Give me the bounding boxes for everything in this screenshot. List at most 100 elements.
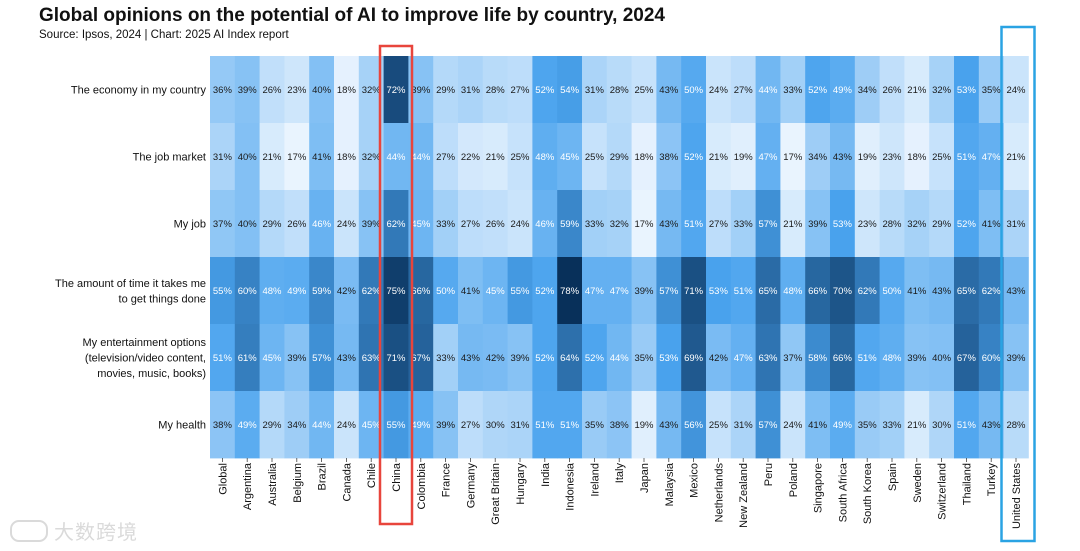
- heatmap-cell: [334, 123, 360, 191]
- heatmap-cell: [730, 56, 756, 124]
- cell-value-label: 19%: [734, 152, 754, 163]
- column-label: Chile: [366, 463, 378, 488]
- cell-value-label: 39%: [1006, 353, 1026, 364]
- cell-value-label: 28%: [882, 219, 902, 230]
- cell-value-label: 66%: [833, 353, 853, 364]
- cell-value-label: 27%: [461, 219, 481, 230]
- heatmap-cell: [582, 190, 608, 258]
- cell-value-label: 52%: [535, 286, 555, 297]
- cell-value-label: 40%: [238, 152, 258, 163]
- column-label: Netherlands: [713, 463, 725, 523]
- cell-value-label: 62%: [362, 286, 382, 297]
- heatmap-cell: [929, 190, 955, 258]
- cell-value-label: 43%: [337, 353, 357, 364]
- heatmap-cell: [830, 257, 856, 325]
- cell-value-label: 33%: [585, 219, 605, 230]
- row-label: My health: [158, 420, 206, 432]
- heatmap-cell: [433, 123, 459, 191]
- column-label: New Zealand: [738, 463, 750, 528]
- heatmap-cell: [383, 123, 409, 191]
- cell-value-label: 23%: [858, 219, 878, 230]
- heatmap-cell: [1003, 257, 1029, 325]
- cell-value-label: 35%: [585, 420, 605, 431]
- cell-value-label: 44%: [312, 420, 332, 431]
- cell-value-label: 60%: [238, 286, 258, 297]
- watermark: 大数跨境: [10, 516, 138, 545]
- cell-value-label: 36%: [213, 85, 233, 96]
- cell-value-label: 46%: [312, 219, 332, 230]
- cell-value-label: 43%: [932, 286, 952, 297]
- cell-value-label: 29%: [610, 152, 630, 163]
- heatmap-cell: [582, 56, 608, 124]
- heatmap-cell: [805, 391, 831, 459]
- cell-value-label: 75%: [386, 286, 406, 297]
- heatmap-cell: [309, 123, 335, 191]
- cell-value-label: 17%: [783, 152, 803, 163]
- heatmap-cell: [334, 391, 360, 459]
- cell-value-label: 43%: [833, 152, 853, 163]
- column-label: Peru: [763, 463, 775, 486]
- heatmap-cell: [532, 391, 558, 459]
- cell-value-label: 45%: [411, 219, 431, 230]
- cell-value-label: 50%: [882, 286, 902, 297]
- chart-subtitle: Source: Ipsos, 2024 | Chart: 2025 AI Ind…: [39, 29, 289, 41]
- cell-value-label: 39%: [907, 353, 927, 364]
- column-label: Singapore: [813, 463, 825, 513]
- cell-value-label: 18%: [337, 85, 357, 96]
- row-label: The job market: [133, 152, 206, 164]
- cell-value-label: 53%: [957, 85, 977, 96]
- cell-value-label: 66%: [808, 286, 828, 297]
- heatmap-cell: [210, 190, 236, 258]
- cell-value-label: 53%: [833, 219, 853, 230]
- row-label: My job: [174, 219, 206, 231]
- cell-value-label: 35%: [634, 353, 654, 364]
- cell-value-label: 52%: [535, 85, 555, 96]
- chart-title: Global opinions on the potential of AI t…: [39, 5, 665, 26]
- heatmap-cell: [458, 56, 484, 124]
- heatmap-cell: [606, 190, 632, 258]
- heatmap-cell: [854, 257, 880, 325]
- column-label: Malaysia: [664, 462, 676, 506]
- cell-value-label: 21%: [486, 152, 506, 163]
- heatmap-cell: [507, 257, 533, 325]
- heatmap-cell: [383, 324, 409, 392]
- heatmap-cell: [755, 324, 781, 392]
- cell-value-label: 48%: [882, 353, 902, 364]
- heatmap-cell: [879, 190, 905, 258]
- heatmap-cell: [458, 257, 484, 325]
- heatmap-cell: [284, 190, 310, 258]
- heatmap-cell: [234, 391, 260, 459]
- cell-value-label: 51%: [734, 286, 754, 297]
- cell-value-label: 21%: [783, 219, 803, 230]
- row-label: (television/video content,: [85, 353, 206, 365]
- heatmap-cell: [954, 123, 980, 191]
- heatmap-cell: [482, 123, 508, 191]
- heatmap-cell: [978, 190, 1004, 258]
- heatmap-cell: [879, 391, 905, 459]
- heatmap-cell: [1003, 56, 1029, 124]
- cell-value-label: 39%: [238, 85, 258, 96]
- cell-value-label: 30%: [932, 420, 952, 431]
- row-label: My entertainment options: [82, 337, 206, 349]
- cell-value-label: 31%: [461, 85, 481, 96]
- cell-value-label: 51%: [213, 353, 233, 364]
- heatmap-cell: [879, 123, 905, 191]
- heatmap-cell: [309, 324, 335, 392]
- cell-value-label: 44%: [758, 85, 778, 96]
- cell-value-label: 78%: [560, 286, 580, 297]
- heatmap-cell: [532, 257, 558, 325]
- cell-value-label: 45%: [262, 353, 282, 364]
- cell-value-label: 27%: [709, 219, 729, 230]
- row-label: The economy in my country: [71, 85, 207, 97]
- cell-value-label: 51%: [560, 420, 580, 431]
- cell-value-label: 24%: [337, 420, 357, 431]
- row-label: movies, music, books): [97, 368, 206, 380]
- heatmap-cell: [904, 391, 930, 459]
- cell-value-label: 21%: [907, 85, 927, 96]
- cell-value-label: 21%: [709, 152, 729, 163]
- column-label: Turkey: [986, 463, 998, 497]
- heatmap-cell: [210, 56, 236, 124]
- heatmap-cell: [706, 190, 732, 258]
- cell-value-label: 39%: [510, 353, 530, 364]
- cell-value-label: 47%: [734, 353, 754, 364]
